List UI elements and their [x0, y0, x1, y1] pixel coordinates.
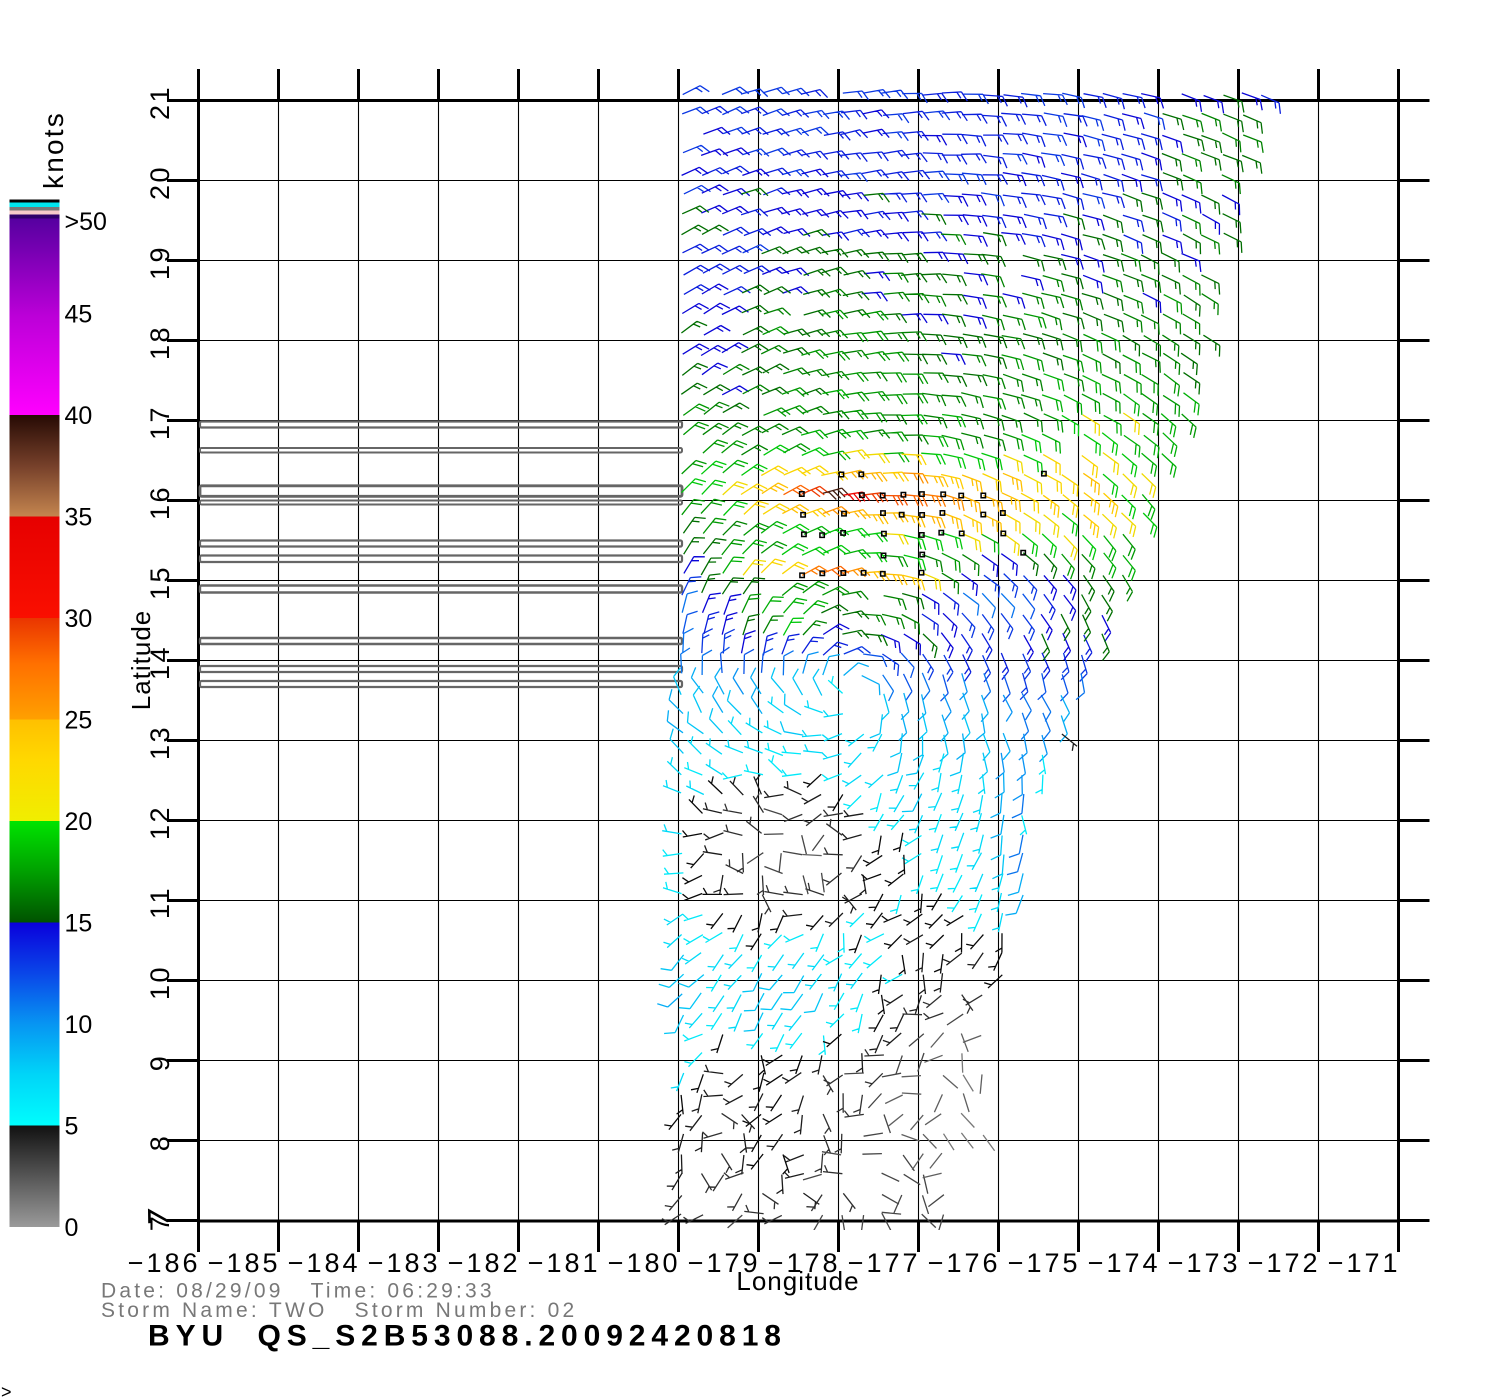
svg-text:−184: −184: [288, 1248, 361, 1278]
svg-text:knots: knots: [38, 111, 69, 189]
svg-text:−175: −175: [1008, 1248, 1081, 1278]
svg-text:21: 21: [145, 85, 175, 120]
svg-text:45: 45: [65, 301, 93, 329]
svg-text:15: 15: [145, 565, 175, 600]
svg-text:11: 11: [145, 886, 175, 919]
svg-text:−178: −178: [768, 1248, 841, 1278]
svg-text:Latitude: Latitude: [126, 610, 156, 711]
svg-text:19: 19: [145, 245, 175, 280]
svg-text:−174: −174: [1088, 1248, 1161, 1278]
svg-text:−179: −179: [688, 1248, 761, 1278]
svg-text:−185: −185: [208, 1248, 281, 1278]
svg-text:−177: −177: [848, 1248, 921, 1278]
svg-text:13: 13: [145, 725, 175, 760]
svg-text:35: 35: [65, 504, 93, 532]
svg-text:BYU QS_S2B53088.20092420818: BYU QS_S2B53088.20092420818: [148, 1320, 787, 1353]
svg-text:−176: −176: [928, 1248, 1001, 1278]
svg-text:30: 30: [65, 605, 93, 633]
svg-text:18: 18: [145, 325, 175, 360]
svg-text:12: 12: [145, 805, 175, 840]
svg-text:Date: 08/29/09 Time: 06:29:3: Date: 08/29/09 Time: 06:29:33: [101, 1280, 495, 1303]
svg-text:−183: −183: [368, 1248, 441, 1278]
svg-text:−173: −173: [1168, 1248, 1241, 1278]
svg-text:−182: −182: [448, 1248, 521, 1278]
svg-text:17: 17: [145, 405, 175, 440]
svg-text:>50: >50: [65, 208, 107, 236]
svg-text:−171: −171: [1328, 1248, 1401, 1278]
svg-text:5: 5: [65, 1113, 79, 1141]
svg-text:10: 10: [145, 965, 175, 1000]
svg-text:−180: −180: [608, 1248, 681, 1278]
svg-text:−186: −186: [128, 1248, 201, 1278]
svg-text:15: 15: [65, 910, 93, 938]
svg-text:8: 8: [145, 1134, 175, 1152]
svg-text:14: 14: [145, 645, 175, 680]
svg-text:0: 0: [65, 1214, 79, 1242]
svg-text:−181: −181: [528, 1248, 601, 1278]
svg-text:>: >: [1, 1382, 12, 1400]
svg-text:Storm Name: TWO Storm Number: Storm Name: TWO Storm Number: 02: [101, 1299, 577, 1322]
svg-text:10: 10: [65, 1011, 93, 1039]
svg-text:−172: −172: [1248, 1248, 1321, 1278]
svg-text:9: 9: [145, 1054, 175, 1072]
svg-text:16: 16: [145, 485, 175, 520]
svg-text:Longitude: Longitude: [736, 1266, 859, 1296]
svg-text:20: 20: [65, 808, 93, 836]
svg-text:40: 40: [65, 402, 93, 430]
svg-text:25: 25: [65, 707, 93, 735]
svg-text:20: 20: [145, 165, 175, 200]
svg-text:7: 7: [145, 1214, 175, 1232]
